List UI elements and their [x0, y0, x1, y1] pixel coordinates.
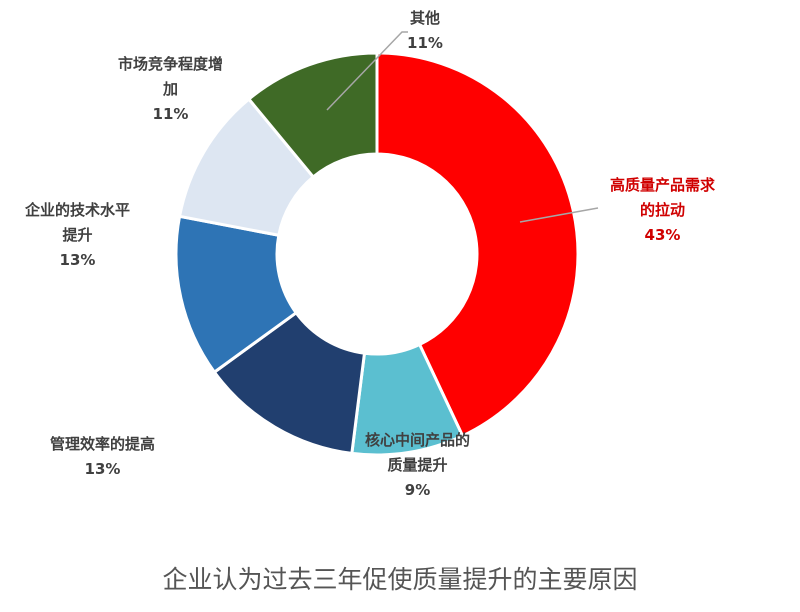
slice-label-high-quality-demand: 高质量产品需求 的拉动 43%	[609, 176, 715, 244]
leader-line-high-quality-demand	[519, 207, 599, 223]
chart-title: 企业认为过去三年促使质量提升的主要原因	[162, 565, 638, 594]
slice-label-other: 其他 11%	[407, 9, 443, 52]
donut-slice-high-quality-demand	[375, 51, 580, 438]
slice-label-core-intermediate: 核心中间产品的 质量提升 9%	[364, 431, 470, 499]
slice-label-market-competition: 市场竞争程度增 加 11%	[117, 55, 223, 123]
leader-line-other	[326, 31, 408, 111]
slice-label-management-efficiency: 管理效率的提高 13%	[49, 435, 155, 478]
donut-slice-other	[246, 51, 379, 180]
slice-label-tech-level: 企业的技术水平 提升 13%	[24, 201, 130, 269]
